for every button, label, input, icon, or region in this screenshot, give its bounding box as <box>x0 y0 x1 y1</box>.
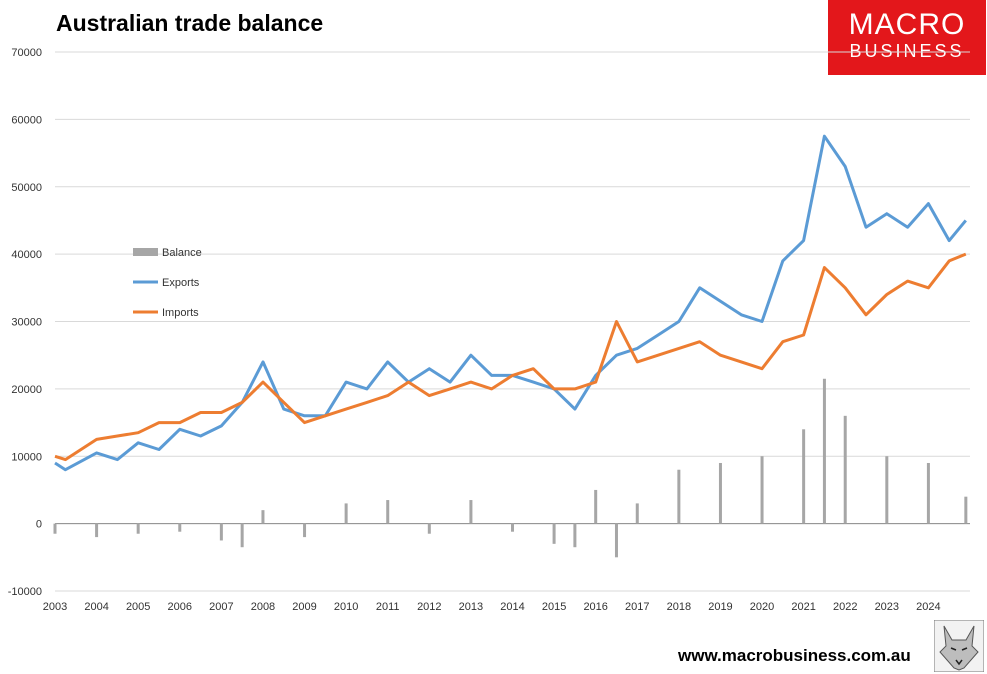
balance-bar <box>261 510 264 523</box>
legend-balance-label: Balance <box>162 247 202 259</box>
balance-bar <box>511 524 514 532</box>
balance-bar <box>761 456 764 523</box>
x-tick-label: 2020 <box>750 601 774 613</box>
legend-balance-swatch <box>133 248 158 256</box>
y-tick-label: 0 <box>36 519 42 531</box>
x-tick-label: 2023 <box>875 601 899 613</box>
chart-title: Australian trade balance <box>56 10 323 37</box>
balance-bar <box>220 524 223 541</box>
x-tick-label: 2016 <box>583 601 607 613</box>
balance-bar <box>303 524 306 537</box>
y-tick-label: -10000 <box>8 586 42 598</box>
x-tick-label: 2004 <box>84 601 108 613</box>
x-axis-ticks: 2003 2004 2005 2006 2007 2008 2009 2010 2011 2012… <box>43 601 941 613</box>
balance-bar <box>719 463 722 524</box>
balance-bars <box>54 379 968 558</box>
wolf-icon <box>934 620 984 672</box>
chart-grid <box>55 52 970 591</box>
x-tick-label: 2011 <box>376 601 400 613</box>
logo-line-1: MACRO <box>828 9 986 41</box>
exports-line <box>55 136 966 470</box>
balance-bar <box>677 470 680 524</box>
logo-line-2: BUSINESS <box>828 41 986 61</box>
imports-line <box>55 254 966 460</box>
x-tick-label: 2017 <box>625 601 649 613</box>
y-tick-label: 50000 <box>11 182 42 194</box>
y-tick-label: 70000 <box>11 47 42 59</box>
x-tick-label: 2018 <box>667 601 691 613</box>
x-tick-label: 2012 <box>417 601 441 613</box>
balance-bar <box>178 524 181 532</box>
x-tick-label: 2008 <box>251 601 275 613</box>
chart-legend: Balance Exports Imports <box>133 247 202 319</box>
x-tick-label: 2006 <box>168 601 192 613</box>
macro-business-logo: MACRO BUSINESS <box>828 0 986 75</box>
y-axis-ticks: -10000 0 10000 20000 30000 40000 50000 60000 700… <box>8 47 42 598</box>
y-tick-label: 30000 <box>11 317 42 329</box>
x-tick-label: 2019 <box>708 601 732 613</box>
x-tick-label: 2014 <box>500 601 524 613</box>
balance-bar <box>636 503 639 523</box>
balance-bar <box>137 524 140 534</box>
y-tick-label: 20000 <box>11 384 42 396</box>
y-tick-label: 60000 <box>11 114 42 126</box>
legend-imports-label: Imports <box>162 307 199 319</box>
balance-bar <box>615 524 618 558</box>
x-tick-label: 2005 <box>126 601 150 613</box>
balance-bar <box>927 463 930 524</box>
x-tick-label: 2015 <box>542 601 566 613</box>
legend-exports-label: Exports <box>162 277 200 289</box>
series-lines <box>55 136 966 470</box>
x-tick-label: 2010 <box>334 601 358 613</box>
balance-bar <box>964 497 967 524</box>
x-tick-label: 2003 <box>43 601 67 613</box>
y-tick-label: 10000 <box>11 451 42 463</box>
x-tick-label: 2024 <box>916 601 940 613</box>
x-tick-label: 2013 <box>459 601 483 613</box>
balance-bar <box>469 500 472 524</box>
balance-bar <box>428 524 431 534</box>
x-tick-label: 2022 <box>833 601 857 613</box>
balance-bar <box>573 524 576 548</box>
balance-bar <box>345 503 348 523</box>
balance-bar <box>386 500 389 524</box>
y-tick-label: 40000 <box>11 249 42 261</box>
balance-bar <box>823 379 826 524</box>
balance-bar <box>844 416 847 524</box>
balance-bar <box>802 429 805 523</box>
balance-bar <box>241 524 244 548</box>
balance-bar <box>54 524 57 534</box>
x-tick-label: 2021 <box>791 601 815 613</box>
x-tick-label: 2007 <box>209 601 233 613</box>
balance-bar <box>95 524 98 537</box>
website-url: www.macrobusiness.com.au <box>678 646 911 666</box>
balance-bar <box>885 456 888 523</box>
balance-bar <box>594 490 597 524</box>
balance-bar <box>553 524 556 544</box>
x-tick-label: 2009 <box>292 601 316 613</box>
